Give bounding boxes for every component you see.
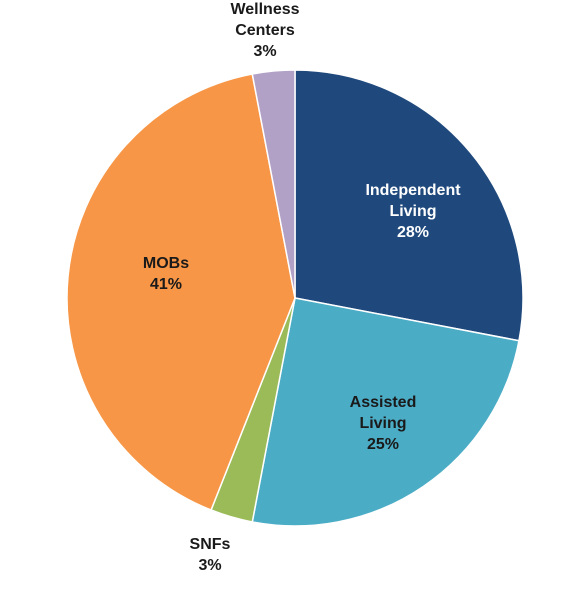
data-label-mobs: 41% — [150, 276, 182, 293]
category-label-wellness-centers: Wellness — [230, 1, 299, 18]
slice-wellness-centers — [251, 69, 296, 299]
data-label-wellness-centers: 3% — [253, 43, 276, 60]
category-label-wellness-centers: Centers — [235, 22, 295, 39]
slice-label-assisted-living: Assisted Living 25% — [350, 394, 417, 453]
slice-label-mobs: MOBs 41% — [143, 255, 189, 293]
category-label-independent-living: Living — [389, 203, 436, 220]
data-label-assisted-living: 25% — [367, 436, 399, 453]
category-label-independent-living: Independent — [365, 182, 461, 199]
data-label-independent-living: 28% — [397, 224, 429, 241]
slice-assisted-living — [251, 297, 520, 527]
slice-label-wellness-centers: Wellness Centers 3% — [230, 1, 299, 60]
slice-label-snfs: SNFs 3% — [190, 536, 231, 574]
category-label-snfs: SNFs — [190, 536, 231, 553]
slice-mobs — [66, 73, 296, 511]
slice-label-independent-living: Independent Living 28% — [365, 182, 461, 241]
category-label-assisted-living: Assisted — [350, 394, 417, 411]
data-label-snfs: 3% — [198, 557, 221, 574]
slice-independent-living — [294, 69, 524, 342]
category-label-assisted-living: Living — [359, 415, 406, 432]
category-label-mobs: MOBs — [143, 255, 189, 272]
